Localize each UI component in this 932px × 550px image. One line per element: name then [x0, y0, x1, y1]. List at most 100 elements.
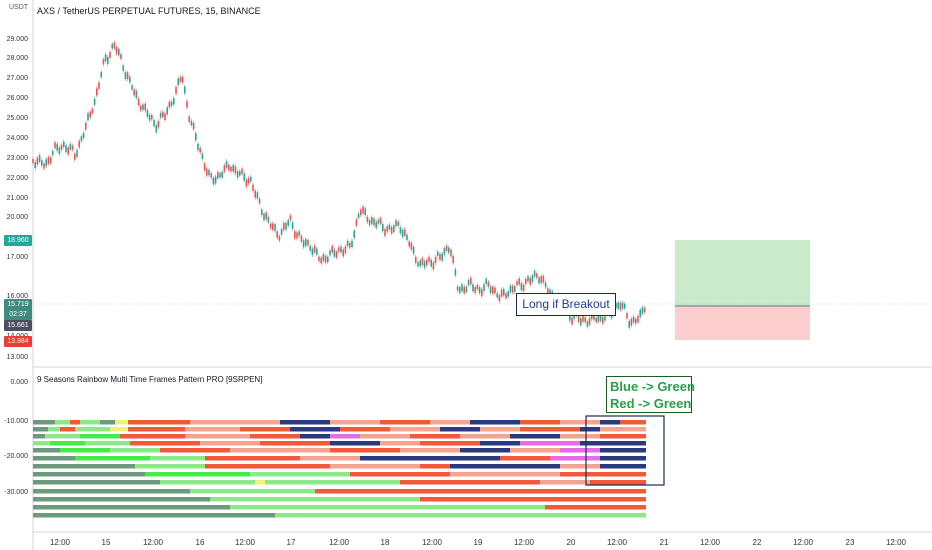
candle — [573, 313, 575, 319]
long-breakout-note[interactable]: Long if Breakout — [516, 293, 616, 316]
candle — [192, 122, 195, 130]
rainbow-segment — [160, 448, 230, 453]
candle — [318, 256, 320, 262]
candle — [360, 209, 362, 216]
candle — [111, 44, 113, 49]
candle — [639, 309, 641, 317]
candle — [331, 246, 333, 253]
rainbow-segment — [520, 427, 580, 432]
rainbow-segment — [540, 480, 590, 485]
candle — [344, 246, 347, 254]
rainbow-segment — [110, 448, 160, 453]
candle — [151, 115, 153, 120]
rainbow-segment — [340, 427, 390, 432]
time-tick: 18 — [380, 538, 390, 547]
candle — [54, 142, 56, 149]
rainbow-segment — [480, 441, 520, 446]
time-tick: 19 — [473, 538, 483, 547]
candle — [232, 165, 234, 172]
candle — [197, 143, 199, 151]
candle — [107, 57, 109, 64]
stop-price-badge: 13.984 — [4, 336, 32, 347]
rainbow-segment — [600, 448, 646, 453]
candle — [538, 277, 540, 284]
rainbow-segment — [380, 441, 420, 446]
rainbow-segment — [545, 505, 646, 510]
transition-note[interactable]: Blue -> Green Red -> Green — [606, 376, 695, 413]
rainbow-segment — [430, 456, 500, 461]
rainbow-segment — [620, 420, 646, 425]
time-tick: 12:00 — [885, 538, 907, 547]
candle — [522, 284, 525, 292]
candle — [507, 291, 509, 297]
candle — [234, 166, 237, 174]
rainbow-segment — [110, 427, 128, 432]
rainbow-segment — [600, 434, 646, 439]
candle — [412, 246, 415, 254]
candle — [133, 89, 135, 96]
candle — [595, 317, 597, 323]
candle — [588, 318, 591, 325]
candle — [236, 171, 239, 178]
price-tick: 24.000 — [6, 135, 28, 142]
candle — [518, 278, 520, 285]
rainbow-segment — [85, 441, 130, 446]
candle — [120, 54, 122, 59]
time-tick: 21 — [659, 538, 669, 547]
rainbow-segment — [33, 505, 230, 510]
rainbow-segment — [128, 427, 185, 432]
time-tick: 16 — [195, 538, 205, 547]
candle — [456, 286, 459, 291]
rainbow-segment — [420, 497, 646, 502]
candle — [256, 192, 259, 199]
rainbow-segment — [560, 434, 600, 439]
time-tick: 12:00 — [142, 538, 164, 547]
candle — [621, 302, 624, 309]
indicator-tick: -10.000 — [4, 418, 28, 425]
candle — [265, 212, 267, 220]
rainbow-segment — [100, 420, 115, 425]
price-tick: 22.000 — [6, 175, 28, 182]
candle — [445, 245, 448, 252]
time-tick: 12:00 — [328, 538, 350, 547]
candle — [472, 284, 474, 292]
candle — [186, 100, 188, 108]
candle — [602, 317, 604, 324]
rainbow-segment — [205, 456, 300, 461]
rainbow-segment — [400, 480, 540, 485]
candle — [91, 108, 94, 114]
candle — [476, 285, 479, 290]
candle — [243, 173, 245, 181]
candle — [527, 276, 529, 282]
candle — [346, 240, 349, 246]
candle — [335, 251, 338, 258]
time-tick: 12:00 — [421, 538, 443, 547]
candle — [415, 256, 417, 263]
rainbow-segment — [60, 448, 110, 453]
rainbow-segment — [420, 464, 450, 469]
rainbow-segment — [260, 441, 330, 446]
time-tick: 12:00 — [513, 538, 535, 547]
time-tick: 12:00 — [699, 538, 721, 547]
candle — [533, 270, 536, 277]
candle — [74, 153, 76, 160]
candle — [179, 77, 182, 82]
candle — [547, 288, 549, 294]
rainbow-segment — [450, 472, 560, 477]
candle — [184, 86, 186, 94]
rainbow-segment — [520, 420, 560, 425]
candle — [320, 257, 322, 264]
candle — [426, 259, 428, 266]
candle — [34, 162, 36, 169]
rainbow-segment — [600, 427, 646, 432]
rainbow-segment — [240, 427, 290, 432]
candle — [313, 245, 316, 253]
rainbow-segment — [48, 427, 60, 432]
rainbow-segment — [290, 427, 340, 432]
candle — [269, 223, 272, 229]
rainbow-segment — [33, 480, 160, 485]
rainbow-segment — [205, 464, 330, 469]
candle — [287, 220, 289, 226]
rainbow-segment — [145, 472, 250, 477]
